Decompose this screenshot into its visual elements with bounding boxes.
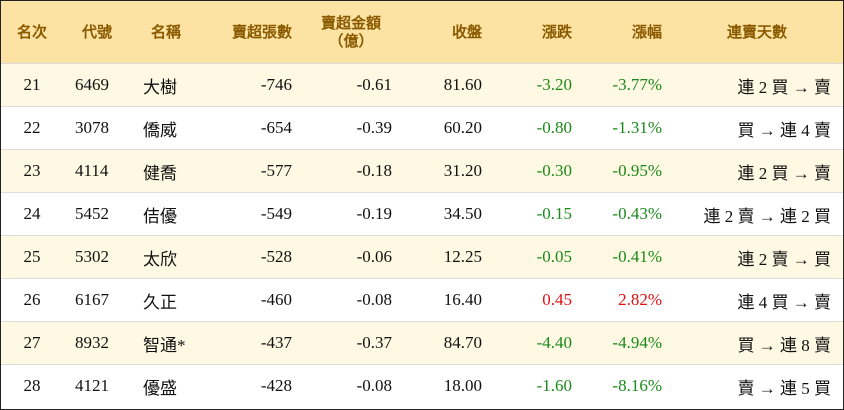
table-row: 28 4121 優盛 -428 -0.08 18.00 -1.60 -8.16% 賣 → 連 5… (1, 364, 843, 407)
cell-rank: 21 (1, 63, 63, 107)
cell-sell-amount: -0.19 (301, 192, 401, 236)
cell-name: 健喬 (131, 149, 201, 193)
cell-change-pct: -0.41% (581, 235, 671, 279)
cell-streak: 買 → 連 8 賣 (671, 321, 843, 365)
cell-sell-lots: -437 (201, 321, 301, 365)
cell-name: 智通* (131, 321, 201, 365)
cell-close: 60.20 (401, 106, 491, 150)
cell-change-pct: -8.16% (581, 364, 671, 407)
cell-name: 僑威 (131, 106, 201, 150)
cell-code: 5302 (63, 235, 131, 279)
cell-rank: 23 (1, 149, 63, 193)
cell-streak: 連 4 買 → 賣 (671, 278, 843, 322)
cell-close: 31.20 (401, 149, 491, 193)
cell-change: -0.15 (491, 192, 581, 236)
cell-streak: 連 2 賣 → 買 (671, 235, 843, 279)
cell-code: 5452 (63, 192, 131, 236)
cell-sell-lots: -428 (201, 364, 301, 407)
cell-sell-lots: -549 (201, 192, 301, 236)
cell-streak: 連 2 買 → 賣 (671, 63, 843, 107)
cell-change: -3.20 (491, 63, 581, 107)
cell-sell-amount: -0.08 (301, 278, 401, 322)
cell-close: 84.70 (401, 321, 491, 365)
table-row: 25 5302 太欣 -528 -0.06 12.25 -0.05 -0.41% 連 2 賣 →… (1, 235, 843, 279)
cell-name: 太欣 (131, 235, 201, 279)
header-streak: 連賣天數 (671, 1, 843, 64)
cell-sell-lots: -746 (201, 63, 301, 107)
cell-streak: 連 2 買 → 賣 (671, 149, 843, 193)
cell-streak: 買 → 連 4 賣 (671, 106, 843, 150)
cell-sell-amount: -0.06 (301, 235, 401, 279)
cell-sell-amount: -0.08 (301, 364, 401, 407)
header-change-pct: 漲幅 (581, 1, 671, 64)
cell-close: 34.50 (401, 192, 491, 236)
cell-sell-amount: -0.39 (301, 106, 401, 150)
table-row: 21 6469 大樹 -746 -0.61 81.60 -3.20 -3.77% 連 2 買 →… (1, 63, 843, 107)
cell-name: 優盛 (131, 364, 201, 407)
cell-change-pct: -0.95% (581, 149, 671, 193)
table-row: 23 4114 健喬 -577 -0.18 31.20 -0.30 -0.95% 連 2 買 →… (1, 149, 843, 193)
cell-sell-lots: -528 (201, 235, 301, 279)
table-row: 22 3078 僑威 -654 -0.39 60.20 -0.80 -1.31% 買 → 連 4… (1, 106, 843, 150)
cell-change: -1.60 (491, 364, 581, 407)
cell-change: -0.05 (491, 235, 581, 279)
cell-rank: 26 (1, 278, 63, 322)
cell-rank: 28 (1, 364, 63, 407)
header-code: 代號 (63, 1, 131, 64)
cell-change-pct: -3.77% (581, 63, 671, 107)
cell-change-pct: -4.94% (581, 321, 671, 365)
cell-change-pct: -1.31% (581, 106, 671, 150)
cell-name: 大樹 (131, 63, 201, 107)
cell-sell-lots: -654 (201, 106, 301, 150)
cell-rank: 22 (1, 106, 63, 150)
header-row: 名次 代號 名稱 賣超張數 賣超金額 （億） 收盤 漲跌 漲幅 連賣天數 (1, 1, 843, 64)
header-change: 漲跌 (491, 1, 581, 64)
cell-close: 18.00 (401, 364, 491, 407)
cell-code: 6469 (63, 63, 131, 107)
cell-change-pct: 2.82% (581, 278, 671, 322)
cell-sell-amount: -0.18 (301, 149, 401, 193)
cell-code: 3078 (63, 106, 131, 150)
header-rank: 名次 (1, 1, 63, 64)
cell-close: 12.25 (401, 235, 491, 279)
cell-code: 8932 (63, 321, 131, 365)
table-body: 21 6469 大樹 -746 -0.61 81.60 -3.20 -3.77% 連 2 買 →… (1, 63, 843, 407)
cell-streak: 賣 → 連 5 買 (671, 364, 843, 407)
cell-code: 4121 (63, 364, 131, 407)
cell-name: 久正 (131, 278, 201, 322)
cell-sell-lots: -460 (201, 278, 301, 322)
header-name: 名稱 (131, 1, 201, 64)
cell-close: 81.60 (401, 63, 491, 107)
cell-rank: 24 (1, 192, 63, 236)
table-row: 26 6167 久正 -460 -0.08 16.40 0.45 2.82% 連 4 買 → 賣 (1, 278, 843, 322)
cell-change: -0.30 (491, 149, 581, 193)
cell-close: 16.40 (401, 278, 491, 322)
cell-sell-lots: -577 (201, 149, 301, 193)
cell-rank: 27 (1, 321, 63, 365)
cell-code: 4114 (63, 149, 131, 193)
header-sell-amount: 賣超金額 （億） (301, 1, 401, 64)
cell-rank: 25 (1, 235, 63, 279)
header-close: 收盤 (401, 1, 491, 64)
cell-sell-amount: -0.61 (301, 63, 401, 107)
cell-change: -4.40 (491, 321, 581, 365)
table-row: 24 5452 佶優 -549 -0.19 34.50 -0.15 -0.43% 連 2 賣 →… (1, 192, 843, 236)
cell-change: 0.45 (491, 278, 581, 322)
cell-streak: 連 2 賣 → 連 2 買 (671, 192, 843, 236)
table-row: 27 8932 智通* -437 -0.37 84.70 -4.40 -4.94% 買 → 連 … (1, 321, 843, 365)
cell-code: 6167 (63, 278, 131, 322)
cell-change: -0.80 (491, 106, 581, 150)
header-sell-lots: 賣超張數 (201, 1, 301, 64)
cell-name: 佶優 (131, 192, 201, 236)
cell-change-pct: -0.43% (581, 192, 671, 236)
cell-sell-amount: -0.37 (301, 321, 401, 365)
